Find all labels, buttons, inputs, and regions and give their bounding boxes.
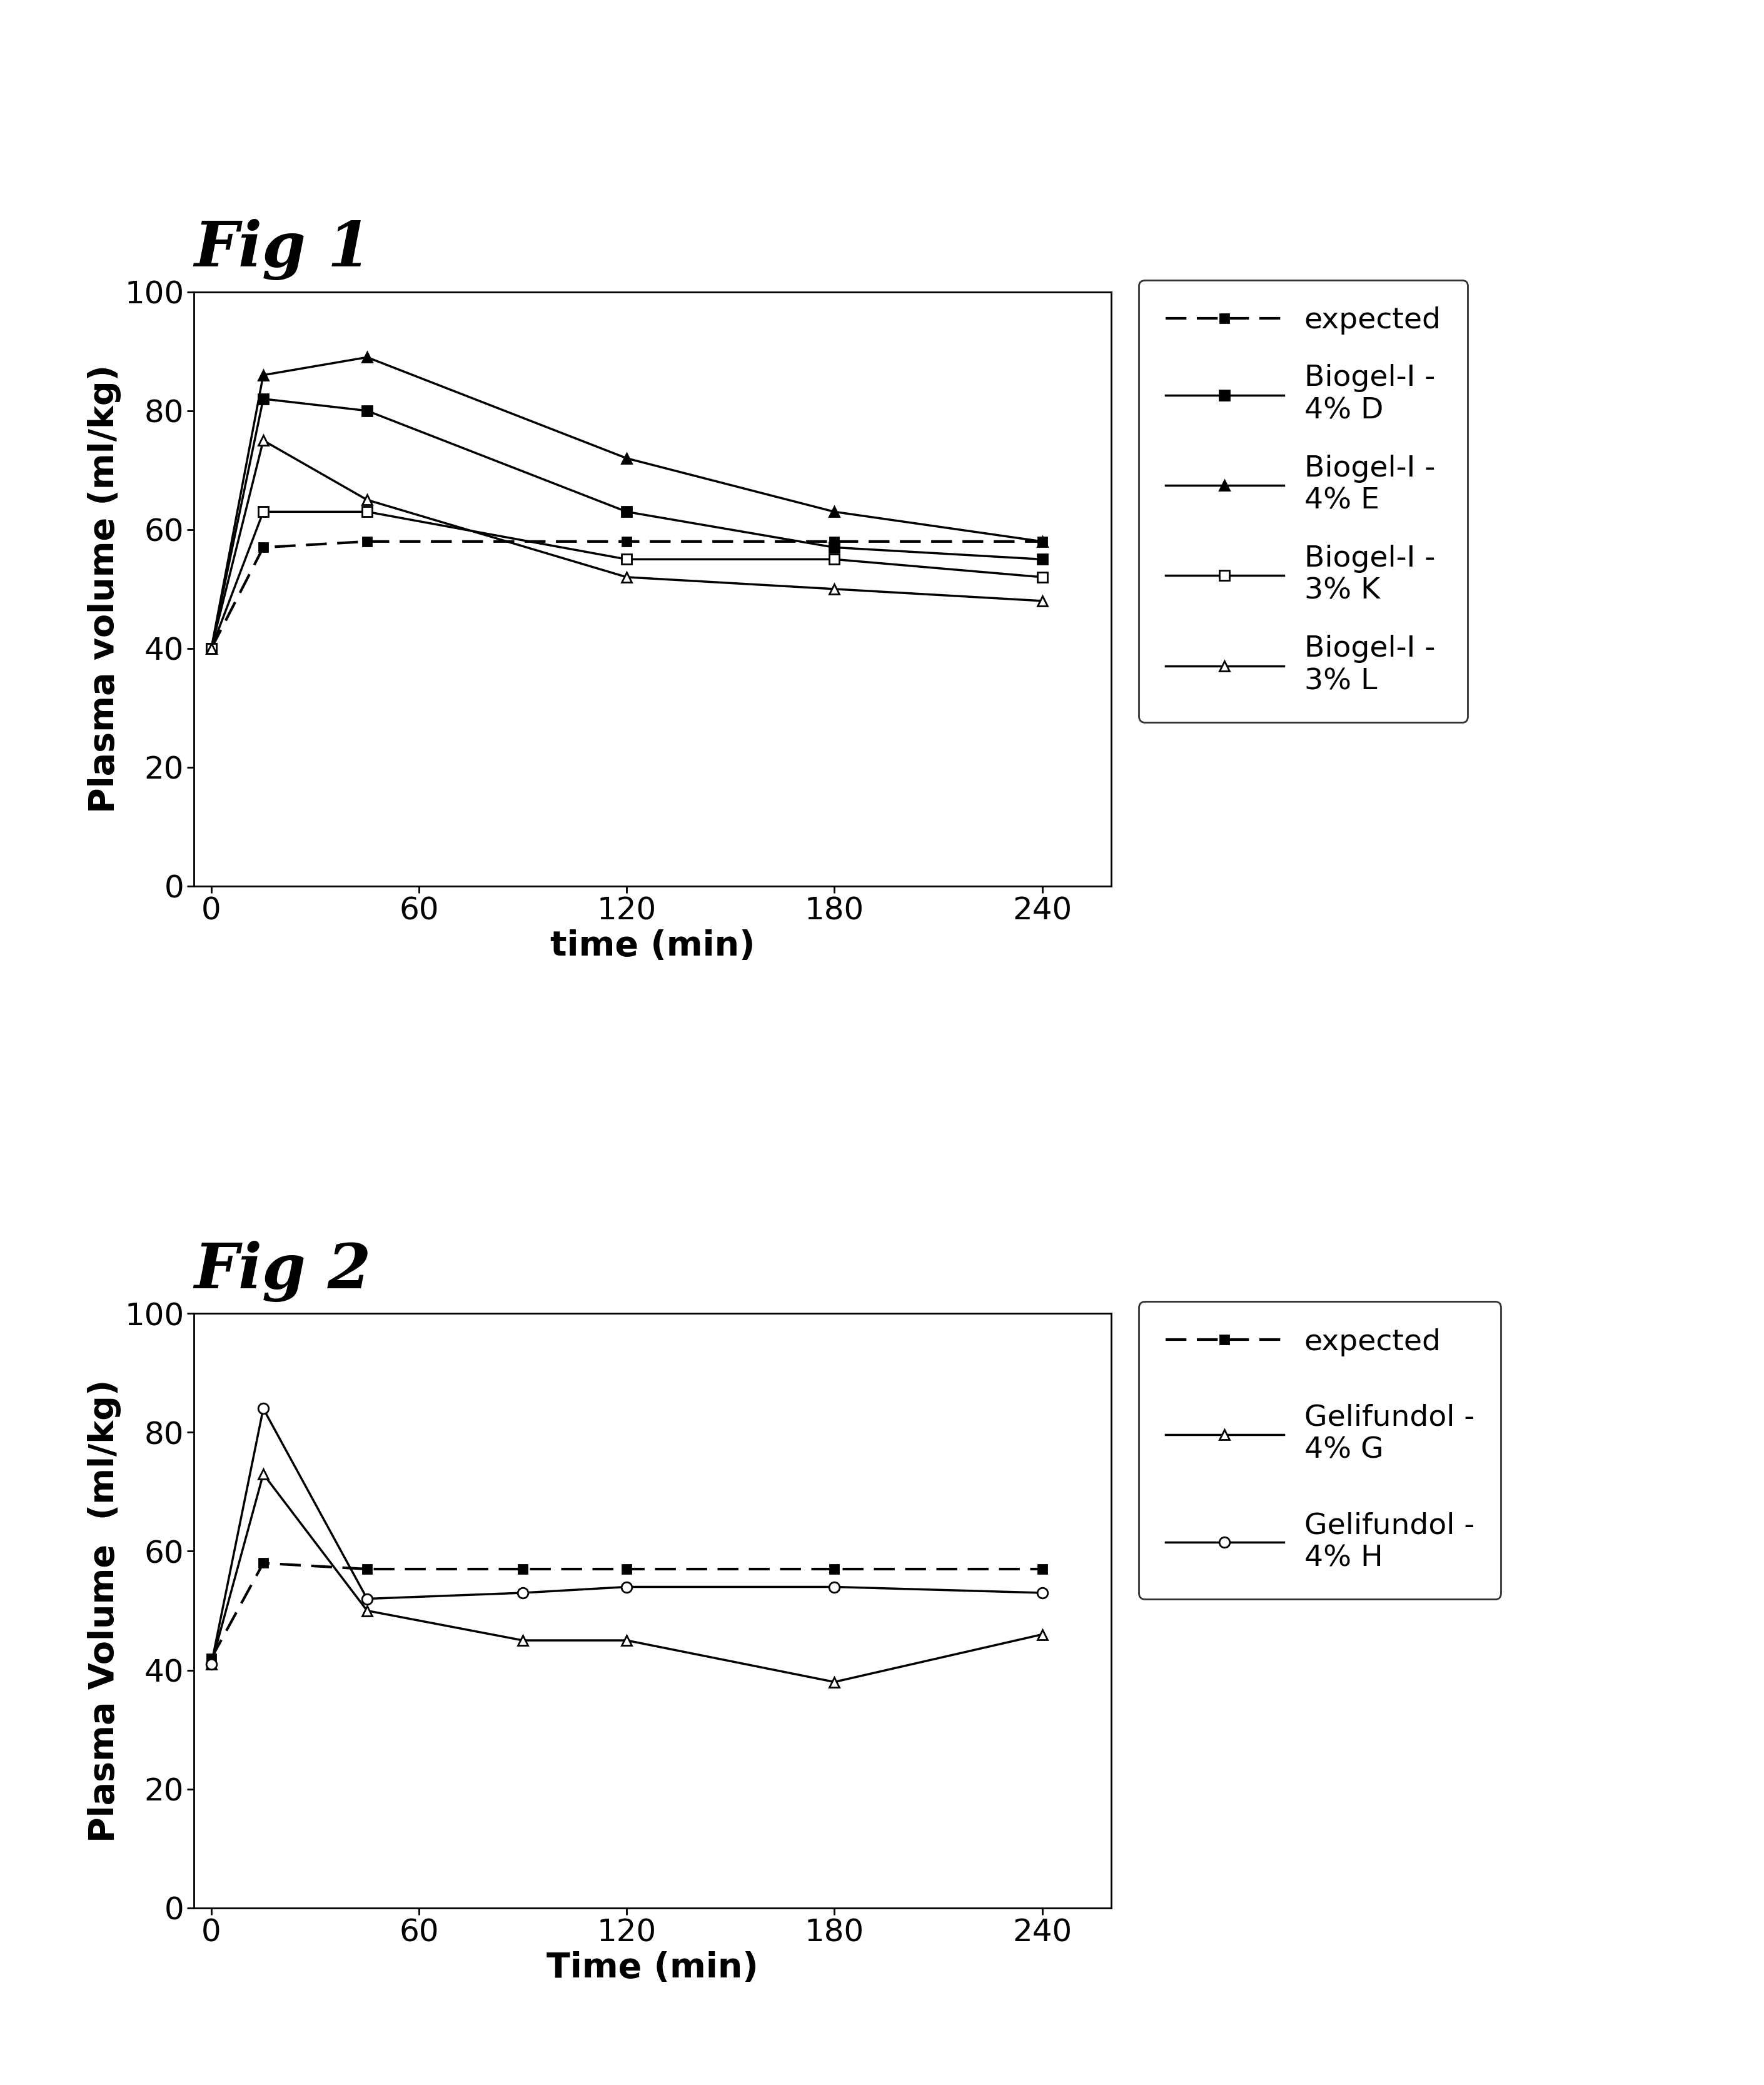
Gelifundol -
4% H	[201, 1651, 222, 1676]
Gelifundol -
4% G	[356, 1597, 377, 1622]
expected	[824, 530, 845, 555]
Biogel-I -
3% K	[252, 498, 273, 523]
Biogel-I -
3% K	[356, 498, 377, 523]
Biogel-I -
4% E	[201, 636, 222, 661]
Biogel-I -
3% L	[201, 636, 222, 661]
expected	[252, 536, 273, 561]
Biogel-I -
3% L	[616, 565, 637, 590]
Biogel-I -
3% K	[201, 636, 222, 661]
Line: expected: expected	[206, 538, 1046, 653]
Line: Biogel-I -
3% K: Biogel-I - 3% K	[206, 507, 1046, 653]
expected	[616, 1557, 637, 1583]
Y-axis label: Plasma volume (ml/kg): Plasma volume (ml/kg)	[86, 365, 122, 813]
Biogel-I -
4% E	[252, 363, 273, 388]
Gelifundol -
4% G	[616, 1628, 637, 1653]
Biogel-I -
3% L	[1032, 588, 1053, 613]
Line: Gelifundol -
4% G: Gelifundol - 4% G	[206, 1468, 1048, 1687]
Biogel-I -
4% D	[616, 498, 637, 523]
Text: Fig 1: Fig 1	[194, 219, 370, 279]
Biogel-I -
3% L	[824, 578, 845, 603]
expected	[201, 636, 222, 661]
Gelifundol -
4% H	[252, 1397, 273, 1422]
Line: Biogel-I -
3% L: Biogel-I - 3% L	[206, 436, 1048, 653]
Biogel-I -
4% E	[616, 446, 637, 471]
Biogel-I -
4% E	[824, 498, 845, 523]
Gelifundol -
4% H	[616, 1574, 637, 1599]
Text: Fig 2: Fig 2	[194, 1241, 370, 1301]
X-axis label: Time (min): Time (min)	[547, 1952, 759, 1985]
expected	[201, 1645, 222, 1670]
expected	[616, 530, 637, 555]
expected	[512, 1557, 533, 1583]
Line: Gelifundol -
4% H: Gelifundol - 4% H	[206, 1403, 1048, 1670]
Biogel-I -
3% L	[252, 427, 273, 452]
Legend: expected, Gelifundol -
4% G, Gelifundol -
4% H: expected, Gelifundol - 4% G, Gelifundol …	[1140, 1301, 1501, 1599]
Gelifundol -
4% H	[824, 1574, 845, 1599]
Line: Biogel-I -
4% E: Biogel-I - 4% E	[206, 352, 1048, 653]
Gelifundol -
4% H	[512, 1580, 533, 1605]
Biogel-I -
4% D	[1032, 546, 1053, 571]
Line: expected: expected	[206, 1560, 1046, 1662]
Gelifundol -
4% G	[252, 1462, 273, 1487]
Biogel-I -
4% E	[356, 344, 377, 369]
X-axis label: time (min): time (min)	[550, 930, 755, 963]
Line: Biogel-I -
4% D: Biogel-I - 4% D	[206, 394, 1046, 653]
Biogel-I -
4% D	[252, 386, 273, 411]
Gelifundol -
4% H	[1032, 1580, 1053, 1605]
Biogel-I -
4% D	[356, 398, 377, 423]
expected	[1032, 1557, 1053, 1583]
Biogel-I -
4% D	[201, 636, 222, 661]
Biogel-I -
4% E	[1032, 530, 1053, 555]
Biogel-I -
3% K	[616, 546, 637, 571]
Biogel-I -
3% L	[356, 488, 377, 513]
Gelifundol -
4% G	[1032, 1622, 1053, 1647]
Biogel-I -
3% K	[824, 546, 845, 571]
expected	[1032, 530, 1053, 555]
Biogel-I -
4% D	[824, 536, 845, 561]
expected	[252, 1551, 273, 1576]
expected	[824, 1557, 845, 1583]
expected	[356, 1557, 377, 1583]
expected	[356, 530, 377, 555]
Gelifundol -
4% G	[512, 1628, 533, 1653]
Gelifundol -
4% G	[201, 1651, 222, 1676]
Y-axis label: Plasma Volume  (ml/kg): Plasma Volume (ml/kg)	[86, 1378, 122, 1843]
Gelifundol -
4% G	[824, 1670, 845, 1695]
Gelifundol -
4% H	[356, 1587, 377, 1612]
Biogel-I -
3% K	[1032, 565, 1053, 590]
Legend: expected, Biogel-I -
4% D, Biogel-I -
4% E, Biogel-I -
3% K, Biogel-I -
3% L: expected, Biogel-I - 4% D, Biogel-I - 4%…	[1140, 279, 1468, 721]
